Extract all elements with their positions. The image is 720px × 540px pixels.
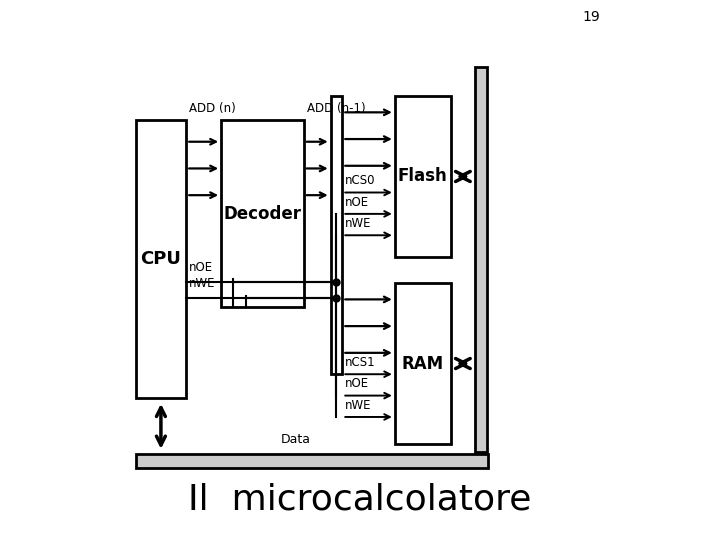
Text: nWE: nWE	[345, 399, 372, 411]
Text: 19: 19	[582, 10, 600, 24]
Text: nWE: nWE	[189, 277, 215, 290]
Bar	[221, 120, 304, 307]
Text: nOE: nOE	[345, 195, 369, 208]
Bar	[135, 454, 488, 468]
Text: Data: Data	[281, 434, 311, 447]
Bar	[395, 96, 451, 256]
Text: nOE: nOE	[189, 260, 213, 274]
Bar	[135, 120, 186, 399]
Text: ADD (n): ADD (n)	[189, 102, 235, 115]
Text: CPU: CPU	[140, 251, 181, 268]
Text: nCS0: nCS0	[345, 174, 376, 187]
Text: Il  microcalcolatore: Il microcalcolatore	[189, 483, 531, 517]
Text: nWE: nWE	[345, 217, 372, 230]
Text: ADD (n-1): ADD (n-1)	[307, 102, 365, 115]
Text: Flash: Flash	[398, 167, 448, 185]
Text: nOE: nOE	[345, 377, 369, 390]
Bar	[475, 67, 487, 452]
Bar	[330, 96, 343, 374]
Bar	[395, 284, 451, 444]
Text: RAM: RAM	[402, 355, 444, 373]
Text: Decoder: Decoder	[223, 205, 302, 223]
Text: nCS1: nCS1	[345, 356, 376, 369]
